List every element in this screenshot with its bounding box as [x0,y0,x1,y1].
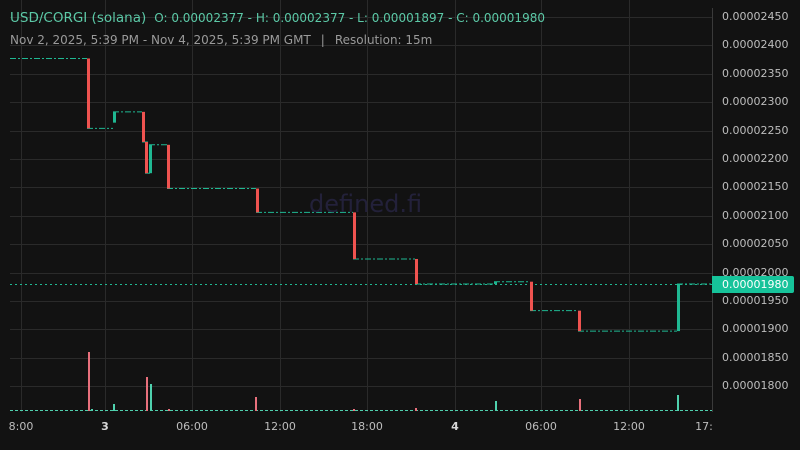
volume-bar [415,408,417,411]
candle [494,281,497,284]
volume-bar [113,404,115,411]
watermark: defined.fi [309,190,423,218]
candle [353,212,356,259]
y-tick-label: 0.00002000 [722,265,789,279]
volume-bar [495,401,497,411]
candle [145,141,148,174]
y-tick-label: 0.00002350 [722,66,789,80]
x-tick-label: 3 [101,420,109,433]
candle [256,188,259,213]
candle [415,258,418,284]
x-tick-label: 06:00 [525,420,557,433]
volume-bar [168,409,170,411]
chart-subtitle: Nov 2, 2025, 5:39 PM - Nov 4, 2025, 5:39… [10,33,432,47]
y-tick-label: 0.00002200 [722,151,789,165]
pair-title: USD/CORGI (solana) [10,10,147,26]
volume-bar [150,384,152,411]
y-tick-label: 0.00001900 [722,321,789,335]
x-tick-label: 12:00 [613,420,645,433]
y-tick-label: 0.00001950 [722,293,789,307]
chart-legend: USD/CORGI (solana) O: 0.00002377 - H: 0.… [10,10,545,26]
candle [167,144,170,189]
volume-bar [579,399,581,411]
y-tick-label: 0.00002100 [722,208,789,222]
volume-bar [677,395,679,411]
volume-bar [353,409,355,411]
x-tick-label: 12:00 [264,420,296,433]
x-tick-label: 8:00 [8,420,34,433]
candle [530,281,533,311]
y-tick-label: 0.00001800 [722,378,789,392]
y-tick-label: 0.00001850 [722,350,789,364]
candle [578,310,581,332]
x-tick-label: 17: [695,420,713,433]
y-tick-label: 0.00002400 [722,37,789,51]
volume-bar [255,397,257,411]
candle [149,144,152,174]
x-tick-label: 18:00 [351,420,383,433]
y-tick-label: 0.00002450 [722,9,789,23]
y-tick-label: 0.00002050 [722,236,789,250]
ohlc-values: O: 0.00002377 - H: 0.00002377 - L: 0.000… [154,11,545,25]
separator: | [320,33,325,47]
candle [87,58,90,129]
x-tick-label: 4 [451,420,459,433]
volume-bar [88,352,90,411]
candle [113,111,116,123]
candle [677,283,680,332]
date-range: Nov 2, 2025, 5:39 PM - Nov 4, 2025, 5:39… [10,33,311,47]
y-tick-label: 0.00002250 [722,123,789,137]
volume-bar [91,409,93,411]
candle [142,111,145,142]
x-tick-label: 06:00 [176,420,208,433]
resolution: Resolution: 15m [334,33,433,47]
current-price-tag: 0.00001980 [712,276,794,293]
volume-bar [146,377,148,411]
y-tick-label: 0.00002300 [722,94,789,108]
y-tick-label: 0.00002150 [722,179,789,193]
